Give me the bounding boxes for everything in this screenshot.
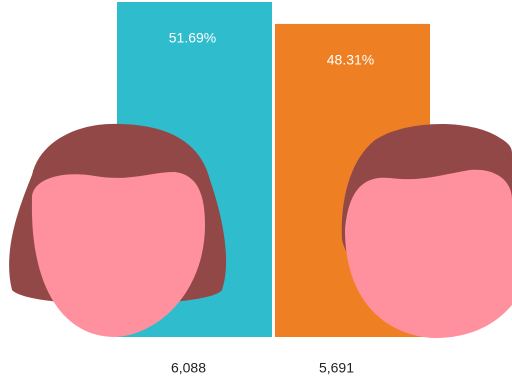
face bbox=[31, 172, 205, 337]
left-face bbox=[9, 123, 227, 337]
right-face bbox=[341, 123, 512, 338]
face bbox=[345, 169, 512, 338]
category-label: 5,691 bbox=[319, 360, 354, 376]
category-label: 6,088 bbox=[171, 360, 206, 376]
value-label: 48.31% bbox=[327, 52, 374, 68]
value-label: 51.69% bbox=[169, 30, 216, 46]
